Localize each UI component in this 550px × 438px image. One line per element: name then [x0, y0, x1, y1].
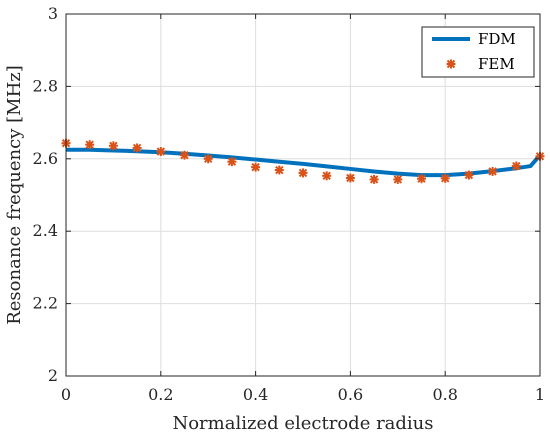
fem-point-stroke [322, 171, 331, 181]
fem-point [227, 157, 237, 167]
y-tick-label: 2.4 [33, 221, 58, 240]
fem-point-stroke [346, 173, 355, 183]
legend-fem-marker [446, 59, 456, 69]
fem-point [85, 140, 95, 150]
y-tick-label: 2 [48, 366, 58, 385]
fem-point [203, 154, 213, 164]
x-axis-label: Normalized electrode radius [172, 413, 433, 434]
fem-point-stroke [109, 141, 118, 150]
fem-point-stroke [512, 161, 521, 171]
fem-point-stroke [180, 150, 189, 160]
fem-point [511, 161, 521, 171]
legend-fdm-label: FDM [478, 30, 516, 48]
fem-point [322, 171, 332, 181]
fem-point [464, 170, 474, 180]
fem-point-stroke [251, 162, 260, 172]
y-axis-label: Resonance frequency [MHz] [4, 65, 25, 325]
fem-point [251, 162, 261, 172]
fem-point [108, 141, 118, 151]
fdm-line [66, 147, 542, 178]
fem-point-stroke [227, 157, 237, 166]
fem-point [132, 143, 142, 153]
x-tick-label: 0.2 [148, 385, 173, 404]
fem-point-stroke [132, 143, 142, 153]
y-tick-label: 2.2 [33, 294, 58, 313]
legend-fem-label: FEM [478, 55, 515, 73]
series-layer [61, 138, 545, 184]
y-tick-label: 3 [48, 4, 58, 23]
fem-point [393, 174, 403, 184]
fem-point [274, 165, 284, 175]
x-tick-label: 0.6 [338, 385, 363, 404]
fem-point-stroke [85, 140, 94, 149]
legend: FDM FEM [421, 26, 535, 78]
fem-point-stroke [298, 168, 308, 178]
x-tick-label: 1 [535, 385, 545, 404]
fem-point-stroke [369, 175, 379, 184]
x-tick-label: 0.4 [243, 385, 268, 404]
fem-point [488, 166, 498, 176]
fem-point [345, 173, 355, 183]
legend-box [421, 26, 535, 78]
x-tick-label: 0.8 [432, 385, 457, 404]
fem-point-stroke [440, 174, 450, 183]
fem-point [298, 168, 308, 178]
plot-frame [65, 13, 541, 377]
y-tick-label: 2.6 [33, 149, 58, 168]
fem-point-stroke [417, 174, 426, 183]
y-tick-label: 2.8 [33, 76, 58, 95]
fem-point-stroke [464, 170, 474, 180]
tick-labels: 0 0.2 0.4 0.6 0.8 1 2 2.2 2.4 2.6 2.8 3 [33, 4, 546, 404]
fem-point-stroke [275, 165, 284, 175]
ticks [65, 13, 541, 377]
fem-point [156, 147, 166, 157]
x-tick-label: 0 [61, 385, 71, 404]
fem-point [180, 150, 189, 160]
fem-point-stroke [203, 154, 213, 164]
fem-point-stroke [393, 175, 403, 184]
fem-point-stroke [488, 167, 497, 176]
fem-point [417, 174, 426, 184]
fem-point-stroke [156, 147, 166, 156]
fem-point [369, 174, 379, 184]
fem-point [440, 173, 450, 183]
